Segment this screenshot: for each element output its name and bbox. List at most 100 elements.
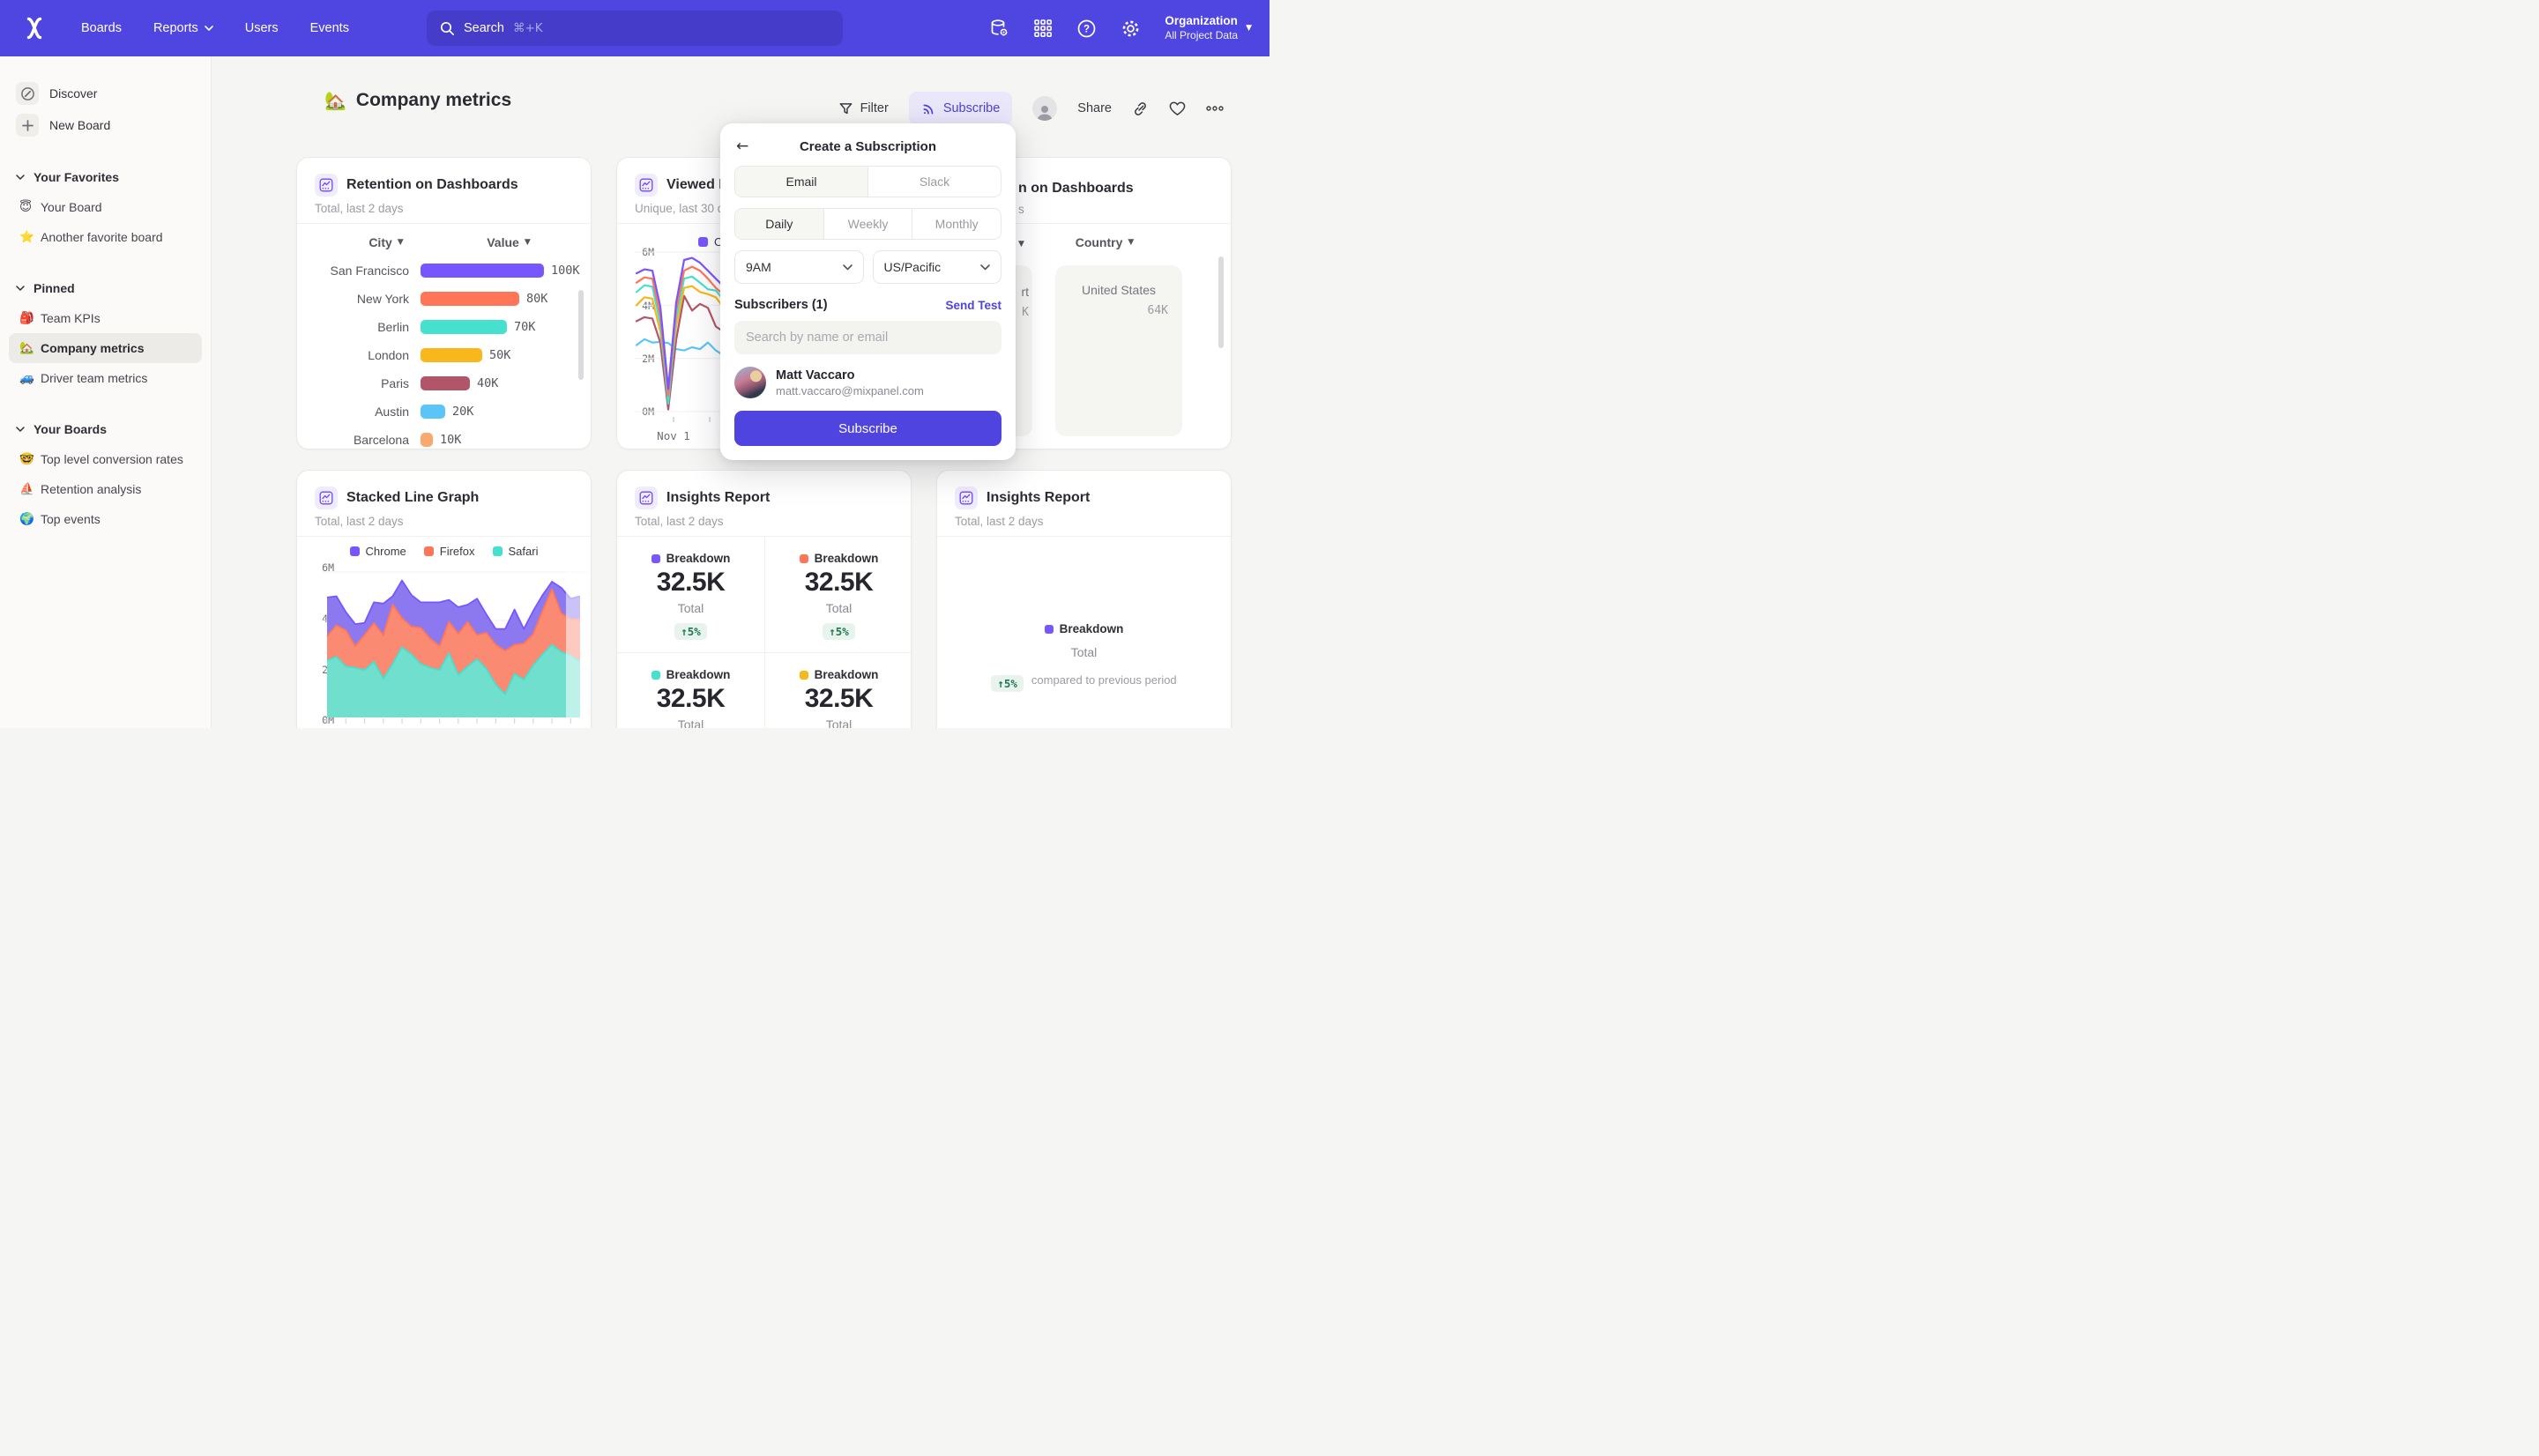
value-label: 100K xyxy=(551,264,580,278)
breakdown-label: Breakdown xyxy=(651,668,730,681)
sidebar-item-label: Retention analysis xyxy=(41,482,142,496)
retention-row-austin[interactable]: Austin 20K xyxy=(297,397,591,426)
tab-slack[interactable]: Slack xyxy=(867,167,1001,197)
sidebar-item-new-board[interactable]: New Board xyxy=(9,109,202,141)
legend-swatch xyxy=(651,670,660,680)
report-chart-icon xyxy=(315,174,338,197)
sidebar-item-another-favorite-board[interactable]: ⭐ Another favorite board xyxy=(9,222,202,252)
legend-item-chrome[interactable]: Chrome xyxy=(349,545,406,558)
retention-row-paris[interactable]: Paris 40K xyxy=(297,369,591,397)
more-options-icon[interactable] xyxy=(1206,106,1224,111)
nav-link-boards[interactable]: Boards xyxy=(81,21,122,35)
org-switcher[interactable]: Organization All Project Data ▼ xyxy=(1165,14,1252,42)
sidebar-section-your-favorites[interactable]: Your Favorites xyxy=(9,164,202,190)
compass-icon xyxy=(16,82,39,105)
retention-row-san-francisco[interactable]: San Francisco 100K xyxy=(297,256,591,285)
sidebar-item-top-events[interactable]: 🌍 Top events xyxy=(9,504,202,534)
chevron-down-icon xyxy=(16,427,25,432)
retention-row-barcelona[interactable]: Barcelona 10K xyxy=(297,426,591,449)
subscriber-search-input[interactable]: Search by name or email xyxy=(734,321,1001,354)
card-retention-on-dashboards: Retention on Dashboards Total, last 2 da… xyxy=(296,157,592,449)
metric-value: 32.5K xyxy=(804,684,874,713)
legend-item-safari[interactable]: Safari xyxy=(492,545,538,558)
sidebar-sections: Your Favorites 😇 Your Board ⭐ Another favori… xyxy=(0,164,211,534)
sidebar-item-your-board[interactable]: 😇 Your Board xyxy=(9,192,202,222)
scrollbar[interactable] xyxy=(578,290,584,380)
metric-value: 32.5K xyxy=(656,684,726,713)
mixpanel-logo-icon[interactable] xyxy=(21,15,48,41)
apps-grid-icon[interactable] xyxy=(1033,19,1053,38)
legend-swatch xyxy=(349,546,360,556)
retention-row-london[interactable]: London 50K xyxy=(297,341,591,369)
copy-link-icon[interactable] xyxy=(1132,100,1149,117)
sidebar-item-driver-team-metrics[interactable]: 🚙 Driver team metrics xyxy=(9,363,202,393)
trend-badge: ↑5% xyxy=(674,623,707,640)
sidebar-item-team-kpis[interactable]: 🎒 Team KPIs xyxy=(9,303,202,333)
column-header-country[interactable]: Country ▼ xyxy=(1075,235,1135,249)
board-emoji: ⭐ xyxy=(19,230,34,244)
x-axis-label: Nov 1 xyxy=(657,429,690,442)
board-emoji: 🌍 xyxy=(19,512,34,526)
subscriber-row[interactable]: Matt Vaccaro matt.vaccaro@mixpanel.com xyxy=(734,367,1001,398)
country-panel-united-states[interactable]: United States 64K xyxy=(1055,265,1182,436)
metric-cell-0[interactable]: Breakdown 32.5K Total ↑5% xyxy=(617,552,764,640)
tab-email[interactable]: Email xyxy=(735,167,867,197)
share-button[interactable]: Share xyxy=(1077,101,1112,115)
channel-tabs: Email Slack xyxy=(734,166,1001,197)
send-test-link[interactable]: Send Test xyxy=(945,298,1001,312)
chevron-down-icon xyxy=(16,175,25,180)
back-arrow-icon[interactable]: ← xyxy=(736,137,749,155)
board-actions: Filter Subscribe Share xyxy=(838,92,1224,125)
stacked-area-chart[interactable] xyxy=(297,559,591,728)
chevron-down-icon xyxy=(980,264,990,270)
sidebar-item-retention-analysis[interactable]: ⛵ Retention analysis xyxy=(9,474,202,504)
sidebar-section-pinned[interactable]: Pinned xyxy=(9,275,202,301)
time-select[interactable]: 9AM xyxy=(734,250,864,284)
help-icon[interactable]: ? xyxy=(1076,19,1097,39)
retention-row-berlin[interactable]: Berlin 70K xyxy=(297,313,591,341)
retention-row-new-york[interactable]: New York 80K xyxy=(297,285,591,313)
report-chart-icon xyxy=(635,174,658,197)
board-emoji: 😇 xyxy=(19,200,33,214)
favorite-heart-icon[interactable] xyxy=(1169,100,1186,116)
sidebar-item-top-level-conversion-rates[interactable]: 🤓 Top level conversion rates xyxy=(9,444,202,474)
sidebar-item-discover[interactable]: Discover xyxy=(9,78,202,109)
breakdown-label: Breakdown xyxy=(651,552,730,565)
tab-daily[interactable]: Daily xyxy=(735,209,823,239)
card-title: Viewed Re xyxy=(666,177,737,192)
value-label: 50K xyxy=(489,348,511,362)
nav-link-users[interactable]: Users xyxy=(244,21,279,35)
page-title: Company metrics xyxy=(355,90,512,110)
tab-weekly[interactable]: Weekly xyxy=(823,209,912,239)
data-management-icon[interactable] xyxy=(988,18,1009,39)
timezone-select[interactable]: US/Pacific xyxy=(872,250,1001,284)
value-bar xyxy=(421,264,544,278)
sidebar-item-company-metrics[interactable]: 🏡 Company metrics xyxy=(9,333,202,363)
user-avatar[interactable] xyxy=(1032,96,1058,121)
nav-link-reports[interactable]: Reports xyxy=(153,21,213,35)
board-emoji: 🤓 xyxy=(19,452,34,466)
subscribe-submit-button[interactable]: Subscribe xyxy=(734,411,1001,446)
filter-button[interactable]: Filter xyxy=(838,101,889,116)
sidebar-item-label: Top events xyxy=(41,512,101,526)
nav-link-events[interactable]: Events xyxy=(309,21,349,35)
city-label: London xyxy=(368,348,409,362)
legend-item-firefox[interactable]: Firefox xyxy=(423,545,475,558)
card-stacked-line-graph: Stacked Line Graph Total, last 2 days Ch… xyxy=(296,470,592,728)
sort-caret-icon[interactable]: ▼ xyxy=(1018,240,1024,249)
total-label: Total xyxy=(825,717,853,728)
column-header-value[interactable]: Value ▼ xyxy=(487,235,531,249)
tab-monthly[interactable]: Monthly xyxy=(912,209,1001,239)
column-header-city[interactable]: City ▼ xyxy=(369,235,404,249)
sidebar-section-your-boards[interactable]: Your Boards xyxy=(9,416,202,442)
card-subtitle: Unique, last 30 da xyxy=(635,202,731,215)
value-bar xyxy=(421,376,470,390)
metric-cell-1[interactable]: Breakdown 32.5K Total ↑5% xyxy=(765,552,911,640)
scrollbar[interactable] xyxy=(1218,256,1224,348)
subscribe-button[interactable]: Subscribe xyxy=(908,92,1013,125)
search-input[interactable]: Search ⌘+K xyxy=(427,11,843,46)
settings-gear-icon[interactable] xyxy=(1121,19,1141,39)
org-project: All Project Data xyxy=(1165,28,1239,41)
